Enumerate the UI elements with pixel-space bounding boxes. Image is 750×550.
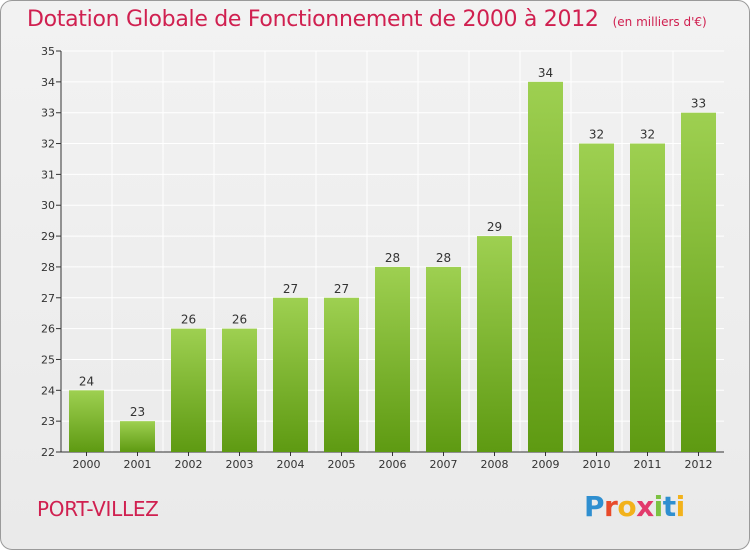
bar (324, 297, 359, 452)
bar (579, 143, 614, 453)
x-tick-label: 2009 (532, 458, 560, 471)
x-tick-label: 2001 (124, 458, 152, 471)
x-tick-label: 2010 (583, 458, 611, 471)
data-label: 34 (538, 66, 553, 80)
bar (681, 112, 716, 452)
y-tick-label: 30 (41, 199, 55, 212)
x-tick-label: 2003 (226, 458, 254, 471)
x-tick-label: 2012 (685, 458, 713, 471)
y-tick-label: 32 (41, 138, 55, 151)
chart-unit-note: (en milliers d'€) (612, 15, 707, 29)
y-tick-label: 24 (41, 384, 55, 397)
x-tick-label: 2005 (328, 458, 356, 471)
y-tick-label: 28 (41, 261, 55, 274)
y-tick-labels: 22 23 24 25 26 27 28 29 30 31 32 33 34 35 (41, 45, 55, 459)
y-tick-label: 34 (41, 76, 55, 89)
data-label: 27 (283, 282, 298, 296)
data-label: 24 (79, 374, 94, 388)
data-label: 29 (487, 220, 502, 234)
data-label: 26 (181, 313, 196, 327)
bar (528, 81, 563, 452)
y-tick-label: 27 (41, 292, 55, 305)
logo-letter: o (617, 490, 637, 523)
y-tick-label: 22 (41, 446, 55, 459)
logo-letter: x (636, 490, 654, 523)
y-tick-label: 26 (41, 323, 55, 336)
bar (120, 421, 155, 452)
x-tick-label: 2008 (481, 458, 509, 471)
x-tick-label: 2004 (277, 458, 305, 471)
bars (69, 81, 716, 453)
logo-letter: i (675, 490, 686, 523)
proxiti-logo: Proxiti (584, 490, 685, 523)
y-tick-label: 35 (41, 45, 55, 58)
data-label: 28 (436, 251, 451, 265)
x-tick-labels: 2000 2001 2002 2003 2004 2005 2006 2007 2008 2009… (73, 458, 713, 471)
logo-letter: P (584, 490, 605, 523)
x-tick-label: 2006 (379, 458, 407, 471)
bar (477, 236, 512, 452)
data-label: 32 (589, 128, 604, 142)
data-label: 28 (385, 251, 400, 265)
x-tick-label: 2007 (430, 458, 458, 471)
y-tick-label: 23 (41, 415, 55, 428)
data-label: 26 (232, 313, 247, 327)
data-label: 23 (130, 405, 145, 419)
y-tick-label: 25 (41, 353, 55, 366)
bar (426, 266, 461, 452)
y-tick-label: 29 (41, 230, 55, 243)
y-tick-label: 31 (41, 168, 55, 181)
bar (69, 390, 104, 452)
bar (375, 266, 410, 452)
data-label: 33 (691, 97, 706, 111)
x-tick-label: 2002 (175, 458, 203, 471)
chart-title: Dotation Globale de Fonctionnement de 20… (27, 7, 599, 32)
y-tick-label: 33 (41, 107, 55, 120)
bar (222, 328, 257, 452)
commune-name: PORT-VILLEZ (37, 497, 159, 521)
x-tick-label: 2000 (73, 458, 101, 471)
logo-letter: i (653, 490, 664, 523)
logo-letter: r (604, 490, 618, 523)
chart-title-line: Dotation Globale de Fonctionnement de 20… (27, 7, 707, 32)
data-label: 27 (334, 282, 349, 296)
bar (630, 143, 665, 453)
bar (171, 328, 206, 452)
data-labels: 24 23 26 26 27 27 28 28 29 34 32 32 33 (79, 66, 706, 419)
logo-letter: t (662, 490, 676, 523)
x-tick-label: 2011 (634, 458, 662, 471)
bar (273, 297, 308, 452)
data-label: 32 (640, 128, 655, 142)
